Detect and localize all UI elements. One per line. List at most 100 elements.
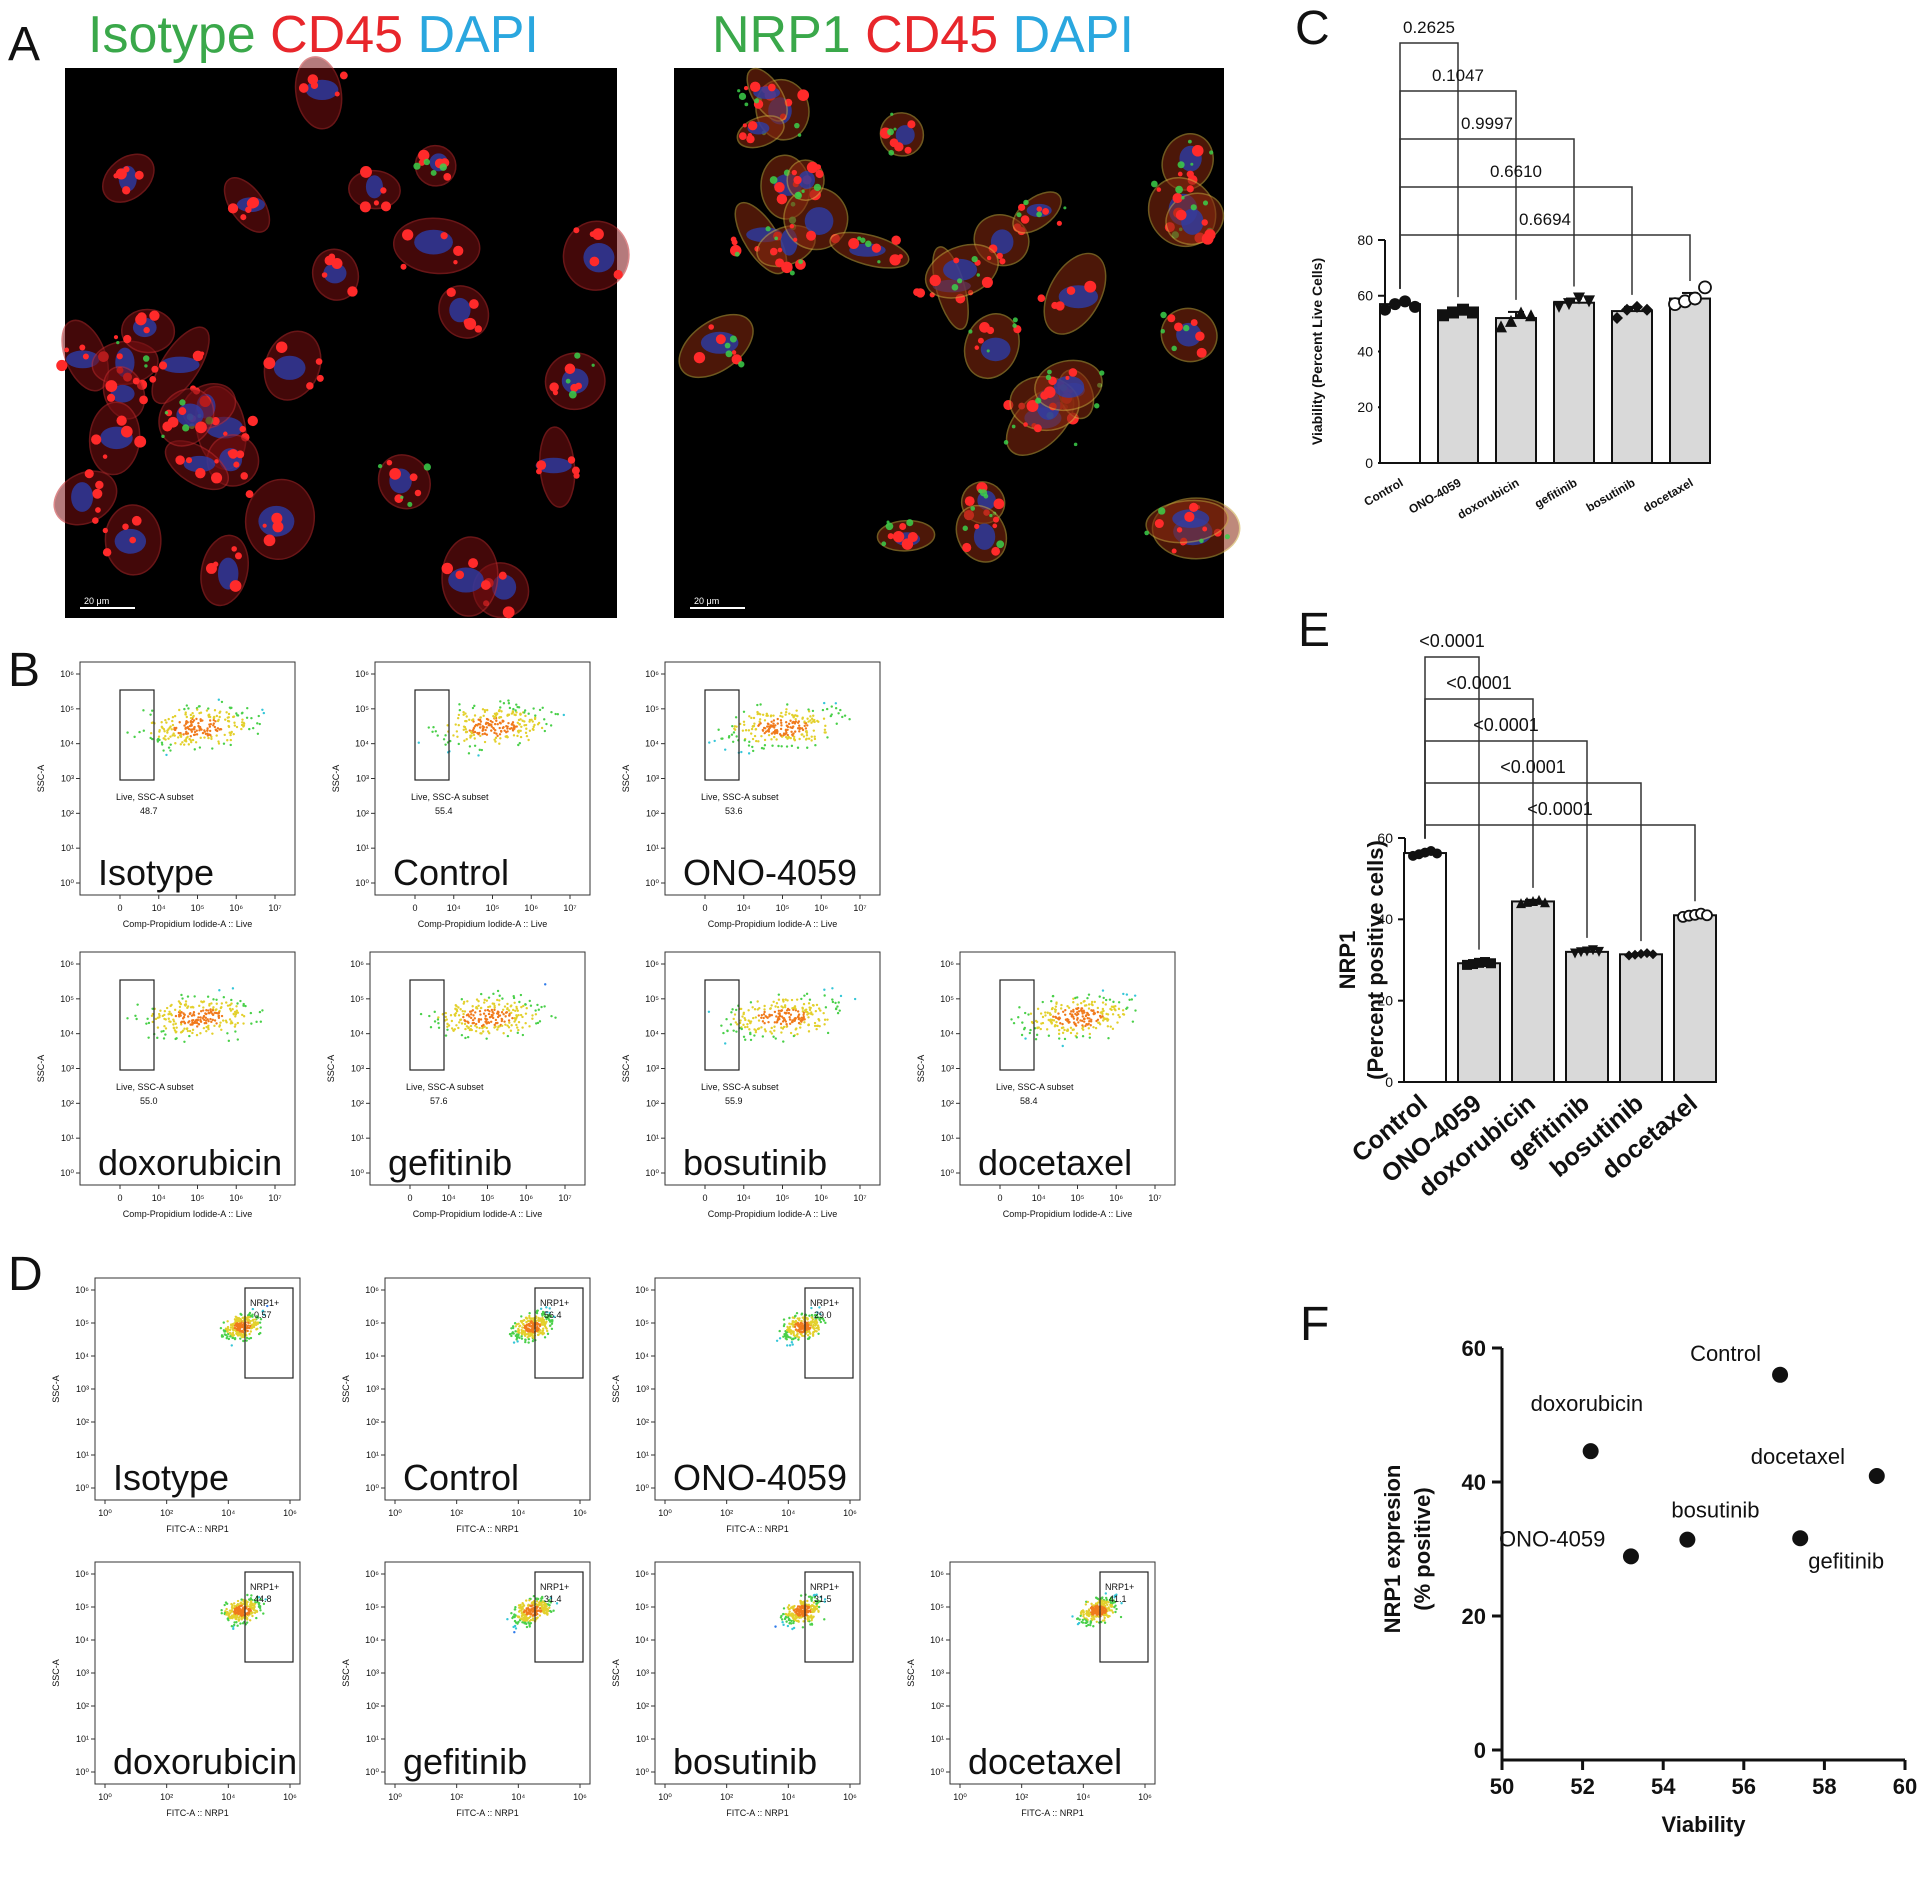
event-dot xyxy=(782,1000,785,1003)
x-tick-label: 10⁰ xyxy=(98,1508,112,1518)
event-dot xyxy=(825,707,829,711)
nrp1-granule xyxy=(1063,206,1067,210)
event-dot xyxy=(786,1624,790,1628)
event-dot xyxy=(179,1002,183,1006)
y-tick-label: 10⁰ xyxy=(645,878,659,888)
event-dot xyxy=(786,725,790,729)
event-dot xyxy=(817,1326,820,1329)
cd45-granule xyxy=(986,255,992,261)
event-dot xyxy=(501,1008,505,1011)
event-dot xyxy=(515,725,518,728)
plot-frame xyxy=(949,1561,1156,1785)
event-dot xyxy=(218,715,221,719)
scatter-point xyxy=(1792,1530,1809,1547)
event-dot xyxy=(831,1000,835,1004)
event-dot xyxy=(788,1016,791,1019)
data-point xyxy=(1540,897,1550,908)
event-dot xyxy=(525,1327,529,1330)
gate-box xyxy=(804,1571,854,1663)
event-dot xyxy=(1047,1034,1051,1037)
event-dot xyxy=(212,718,215,722)
event-dot xyxy=(791,1020,794,1024)
event-dot xyxy=(472,731,475,734)
event-dot xyxy=(545,1311,549,1314)
nrp1-granule xyxy=(797,133,802,137)
event-dot xyxy=(784,998,787,1001)
event-dot xyxy=(775,738,778,741)
y-tick-label: 10² xyxy=(941,1098,954,1108)
event-dot xyxy=(806,1337,810,1341)
event-dot xyxy=(760,1026,763,1029)
event-dot xyxy=(739,1019,742,1022)
event-dot xyxy=(512,724,515,727)
comparison-bracket xyxy=(1424,782,1642,942)
event-dot xyxy=(787,1335,790,1339)
event-dot xyxy=(462,1002,465,1005)
event-dot xyxy=(488,1032,491,1035)
event-dot xyxy=(747,752,751,755)
title-word: CD45 xyxy=(851,6,998,64)
event-dot xyxy=(208,723,211,726)
event-dot xyxy=(817,1609,820,1613)
event-dot xyxy=(207,1011,210,1015)
event-dot xyxy=(1077,1010,1081,1013)
event-dot xyxy=(834,1001,837,1005)
event-dot xyxy=(519,718,522,721)
event-dot xyxy=(126,1017,129,1020)
event-dot xyxy=(488,1005,492,1008)
nrp1-granule xyxy=(996,540,1005,549)
y-tick-label: 10⁴ xyxy=(635,1635,649,1645)
event-dot xyxy=(240,1602,243,1605)
event-dot xyxy=(535,1603,539,1606)
event-dot xyxy=(742,1011,746,1014)
event-dot xyxy=(505,734,509,738)
event-dot xyxy=(250,716,253,720)
event-dot xyxy=(239,1320,242,1323)
cd45-granule xyxy=(123,334,132,344)
event-dot xyxy=(1118,1015,1121,1019)
event-dot xyxy=(1041,1000,1044,1004)
event-dot xyxy=(186,735,189,739)
event-dot xyxy=(800,1312,804,1315)
event-dot xyxy=(808,1336,811,1339)
event-dot xyxy=(138,730,141,734)
event-dot xyxy=(814,1608,817,1611)
event-dot xyxy=(473,744,477,747)
event-dot xyxy=(518,1336,521,1339)
data-point xyxy=(1409,300,1421,313)
panel-letter-e: E xyxy=(1298,604,1330,657)
event-dot xyxy=(790,1619,793,1623)
event-dot xyxy=(226,1332,230,1336)
event-dot xyxy=(836,1011,840,1015)
event-dot xyxy=(749,1038,753,1042)
event-dot xyxy=(229,731,233,735)
event-dot xyxy=(732,1029,735,1032)
event-dot xyxy=(1110,1609,1113,1612)
event-dot xyxy=(785,745,789,748)
event-dot xyxy=(230,1610,234,1613)
event-dot xyxy=(219,1021,222,1024)
event-dot xyxy=(786,1614,789,1617)
event-dot xyxy=(455,730,459,733)
event-dot xyxy=(839,994,843,998)
event-dot xyxy=(556,712,560,716)
event-dot xyxy=(502,702,506,705)
event-dot xyxy=(1029,1012,1033,1015)
y-axis-label: SSC-A xyxy=(611,1375,621,1403)
event-dot xyxy=(483,998,486,1002)
cd45-granule xyxy=(185,457,193,464)
event-dot xyxy=(198,746,202,749)
nrp1-granule xyxy=(962,525,968,531)
event-dot xyxy=(805,734,809,737)
event-dot xyxy=(504,1015,507,1018)
y-tick-label: 10⁰ xyxy=(60,878,74,888)
y-tick-label: 10² xyxy=(646,1098,659,1108)
event-dot xyxy=(823,1600,826,1603)
event-dot xyxy=(463,739,466,742)
event-dot xyxy=(798,1017,801,1020)
plot-frame xyxy=(384,1561,591,1785)
event-dot xyxy=(742,1023,745,1027)
y-tick-label: 60 xyxy=(1462,1336,1486,1361)
event-dot xyxy=(522,1619,525,1622)
